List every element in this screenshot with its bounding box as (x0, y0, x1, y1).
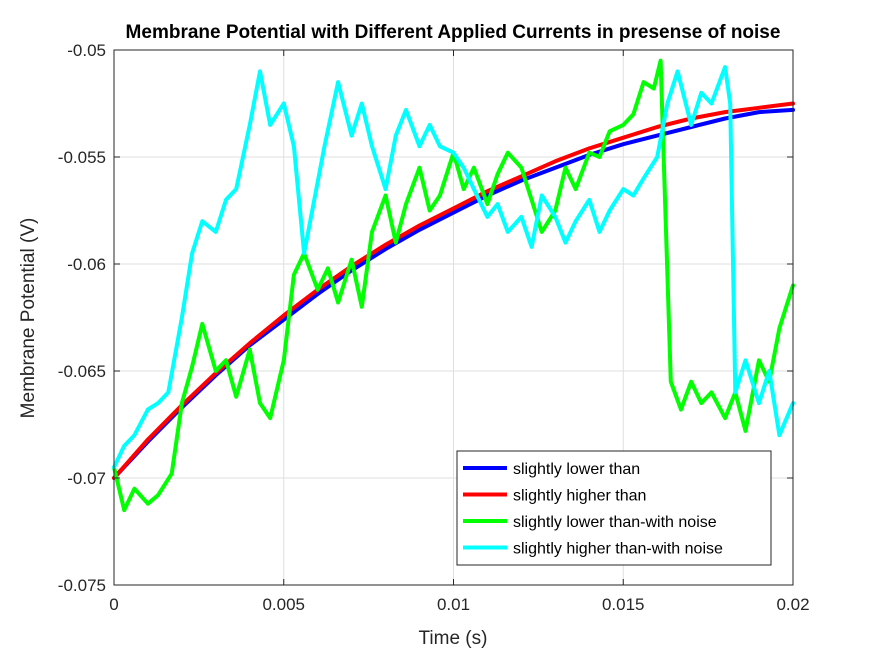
y-tick-label: -0.05 (67, 41, 106, 60)
series-line-4 (112, 65, 795, 470)
chart-title: Membrane Potential with Different Applie… (126, 22, 781, 43)
legend-label-2: slightly higher than (513, 488, 646, 505)
y-tick-label: -0.06 (67, 255, 106, 274)
ticks: 0 0.005 0.01 0.015 0.02 -0.075 -0.07 -0.065 -0.0… (58, 41, 810, 614)
x-tick-label: 0.005 (262, 595, 305, 614)
x-tick-label: 0.01 (437, 595, 470, 614)
y-axis-label: Membrane Potential (V) (18, 218, 39, 419)
legend-label-1: slightly lower than (513, 461, 640, 478)
y-tick-label: -0.055 (58, 148, 106, 167)
series-line-3 (112, 58, 795, 513)
legend: slightly lower than slightly higher than s… (456, 450, 772, 566)
series-layer (112, 58, 795, 513)
y-tick-label: -0.07 (67, 469, 106, 488)
legend-label-3: slightly lower than-with noise (513, 514, 717, 531)
x-tick-label: 0.015 (602, 595, 645, 614)
legend-label-4: slightly higher than-with noise (513, 541, 723, 558)
x-tick-label: 0.02 (776, 595, 809, 614)
legend-box (456, 450, 772, 566)
x-tick-label: 0 (109, 595, 118, 614)
x-axis-label: Time (s) (419, 628, 488, 649)
y-tick-label: -0.075 (58, 576, 106, 595)
y-tick-label: -0.065 (58, 362, 106, 381)
